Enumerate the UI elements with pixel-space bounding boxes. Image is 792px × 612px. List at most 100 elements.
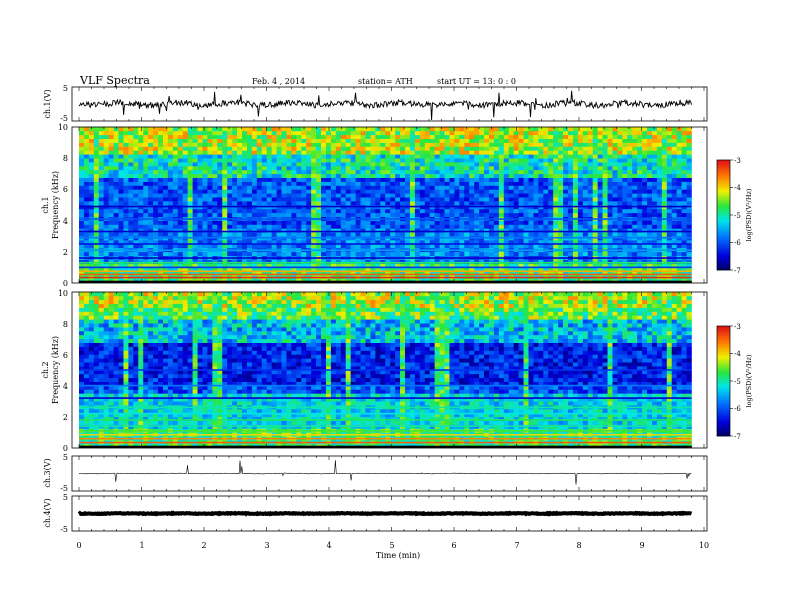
spectrogram-cell [291, 154, 297, 159]
spectrogram-cell [380, 158, 386, 163]
spectrogram-cell [133, 154, 139, 159]
spectrogram-cell [276, 134, 282, 139]
spectrogram-cell [676, 181, 682, 186]
spectrogram-cell [281, 185, 287, 190]
spectrogram-cell [291, 259, 297, 264]
spectrogram-cell [563, 158, 569, 163]
spectrogram-cell [325, 259, 332, 264]
spectrogram-cell [237, 201, 243, 206]
spectrogram-cell [370, 150, 376, 155]
spectrogram-cell [192, 208, 198, 214]
spectrogram-cell [113, 127, 119, 132]
spectrogram-cell [103, 267, 109, 272]
spectrogram-cell [469, 197, 475, 202]
spectrogram-cell [128, 166, 134, 171]
spectrogram-cell [192, 193, 198, 198]
spectrogram-cell [340, 212, 347, 217]
spectrogram-cell [597, 240, 603, 245]
spectrogram-cell [271, 251, 277, 256]
spectrogram-cell [335, 166, 342, 171]
spectrogram-cell [207, 197, 213, 202]
spectrogram-cell [508, 173, 514, 178]
spectrogram-cell [553, 220, 559, 225]
spectrogram-cell [488, 142, 495, 147]
spectrogram-cell [350, 158, 356, 163]
spectrogram-cell [335, 177, 342, 182]
spectrogram-cell [661, 134, 668, 139]
spectrogram-cell [167, 185, 174, 190]
spectrogram-cell [207, 232, 213, 237]
spectrogram-cell [187, 185, 193, 190]
spectrogram-cell [666, 138, 673, 143]
spectrogram-cell [513, 212, 519, 217]
spectrogram-cell [518, 263, 524, 268]
spectrogram-cell [464, 154, 470, 159]
spectrogram-cell [167, 232, 174, 237]
spectrogram-cell [222, 224, 228, 229]
spectrogram-cell [424, 142, 431, 147]
spectrogram-cell [148, 173, 154, 178]
spectrogram-cell [271, 130, 277, 136]
spectrogram-cell [395, 259, 401, 264]
spectrogram-cell [232, 224, 238, 229]
spectrogram-cell [508, 146, 514, 151]
spectrogram-cell [232, 166, 238, 171]
spectrogram-cell [637, 173, 643, 178]
spectrogram-cell [311, 197, 317, 202]
spectrogram-cell [587, 267, 594, 272]
spectrogram-cell [602, 154, 608, 159]
spectrogram-cell [429, 193, 435, 198]
spectrogram-cell [577, 240, 584, 245]
spectrogram-cell [325, 173, 332, 178]
spectrogram-cell [133, 267, 139, 272]
spectrogram-cell [454, 259, 460, 264]
spectrogram-cell [286, 173, 292, 178]
spectrogram-cell [642, 189, 648, 194]
spectrogram-cell [311, 212, 317, 217]
spectrogram-cell [424, 251, 431, 256]
spectrogram-cell [148, 228, 154, 233]
spectrogram-cell [582, 166, 589, 171]
spectrogram-cell [503, 162, 510, 167]
spectrogram-cell [167, 158, 174, 163]
spectrogram-cell [637, 185, 643, 190]
spectrogram-cell [133, 166, 139, 171]
spectrogram-cell [93, 127, 100, 132]
spectrogram-cell [498, 212, 505, 217]
spectrogram-cell [444, 193, 450, 198]
spectrogram-cell [488, 185, 495, 190]
spectrogram-cell [98, 181, 104, 186]
spectrogram-cell [577, 169, 584, 175]
spectrogram-cell [118, 271, 124, 276]
spectrogram-cell [128, 177, 134, 182]
spectrogram-cell [479, 150, 485, 155]
spectrogram-cell [123, 166, 129, 171]
spectrogram-cell [365, 154, 371, 159]
spectrogram-cell [118, 201, 124, 206]
spectrogram-cell [148, 244, 154, 249]
spectrogram-cell [676, 201, 682, 206]
spectrogram-cell [474, 146, 480, 151]
spectrogram-cell [330, 224, 337, 229]
spectrogram-cell [118, 263, 124, 268]
spectrogram-cell [370, 240, 376, 245]
spectrogram-cell [83, 259, 90, 264]
spectrogram-cell [113, 201, 119, 206]
spectrogram-cell [237, 185, 243, 190]
spectrogram-cell [232, 158, 238, 163]
spectrogram-cell [528, 263, 534, 268]
spectrogram-cell [301, 228, 307, 233]
spectrogram-cell [162, 201, 169, 206]
spectrogram-cell [251, 197, 258, 202]
spectrogram-cell [474, 138, 480, 143]
spectrogram-cell [632, 130, 638, 136]
spectrogram-cell [414, 224, 421, 229]
spectrogram-cell [197, 177, 203, 182]
spectrogram-cell [533, 181, 539, 186]
spectrogram-cell [202, 208, 208, 214]
spectrogram-cell [172, 138, 179, 143]
spectrogram-cell [345, 169, 351, 175]
spectrogram-cell [444, 189, 450, 194]
spectrogram-cell [395, 162, 401, 167]
spectrogram-cell [429, 189, 435, 194]
